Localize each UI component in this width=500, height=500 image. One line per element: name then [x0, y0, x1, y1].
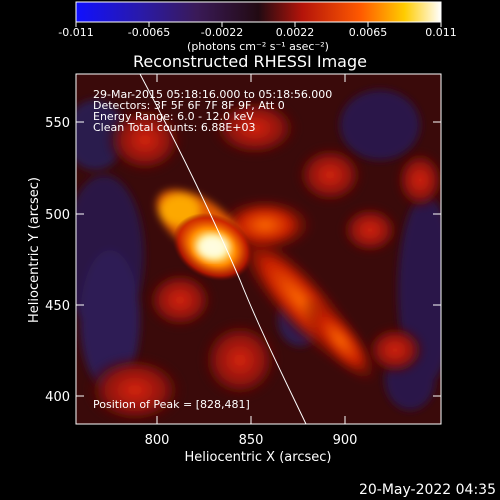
plot-axis-ticks: [76, 74, 441, 424]
colorbar-tick-label: 0.0022: [276, 26, 315, 39]
annotation-time-range: 29-Mar-2015 05:18:16.000 to 05:18:56.000: [93, 88, 332, 101]
peak-position-label: Position of Peak = [828,481]: [93, 398, 250, 411]
image-title: Reconstructed RHESSI Image: [133, 52, 367, 71]
annotation-detectors: Detectors: 3F 5F 6F 7F 8F 9F, Att 0: [93, 99, 285, 112]
annotation-energy-range: Energy Range: 6.0 - 12.0 keV: [93, 110, 254, 123]
solar-limb-line: [139, 74, 307, 424]
x-tick-label: 900: [333, 433, 358, 448]
colorbar-tick-label: 0.0065: [349, 26, 388, 39]
colorbar-tick-label: -0.011: [58, 26, 93, 39]
footer-timestamp: 20-May-2022 04:35: [359, 482, 496, 498]
annotation-total-counts: Clean Total counts: 6.88E+03: [93, 121, 256, 134]
x-axis-label: Heliocentric X (arcsec): [185, 450, 332, 465]
colorbar-tick-label: 0.011: [425, 26, 457, 39]
colorbar-units-label: (photons cm⁻² s⁻¹ asec⁻²): [187, 40, 329, 53]
colorbar-tick-label: -0.0065: [128, 26, 170, 39]
y-tick-label: 450: [45, 299, 70, 314]
colorbar-tick-label: -0.0022: [201, 26, 243, 39]
y-axis-label: Heliocentric Y (arcsec): [27, 177, 42, 323]
x-axis-tick-labels: 800 850 900: [145, 433, 358, 448]
x-tick-label: 850: [239, 433, 264, 448]
rhessi-image-panel: 29-Mar-2015 05:18:16.000 to 05:18:56.000…: [75, 73, 442, 425]
y-tick-label: 500: [45, 208, 70, 223]
x-tick-label: 800: [145, 433, 170, 448]
emission-ridge: [215, 197, 379, 385]
y-axis-tick-labels: 550 500 450 400: [45, 116, 70, 405]
colorbar: -0.011 -0.0065 -0.0022 0.0022 0.0065 0.0…: [58, 1, 457, 53]
y-tick-label: 400: [45, 390, 70, 405]
y-tick-label: 550: [45, 116, 70, 131]
